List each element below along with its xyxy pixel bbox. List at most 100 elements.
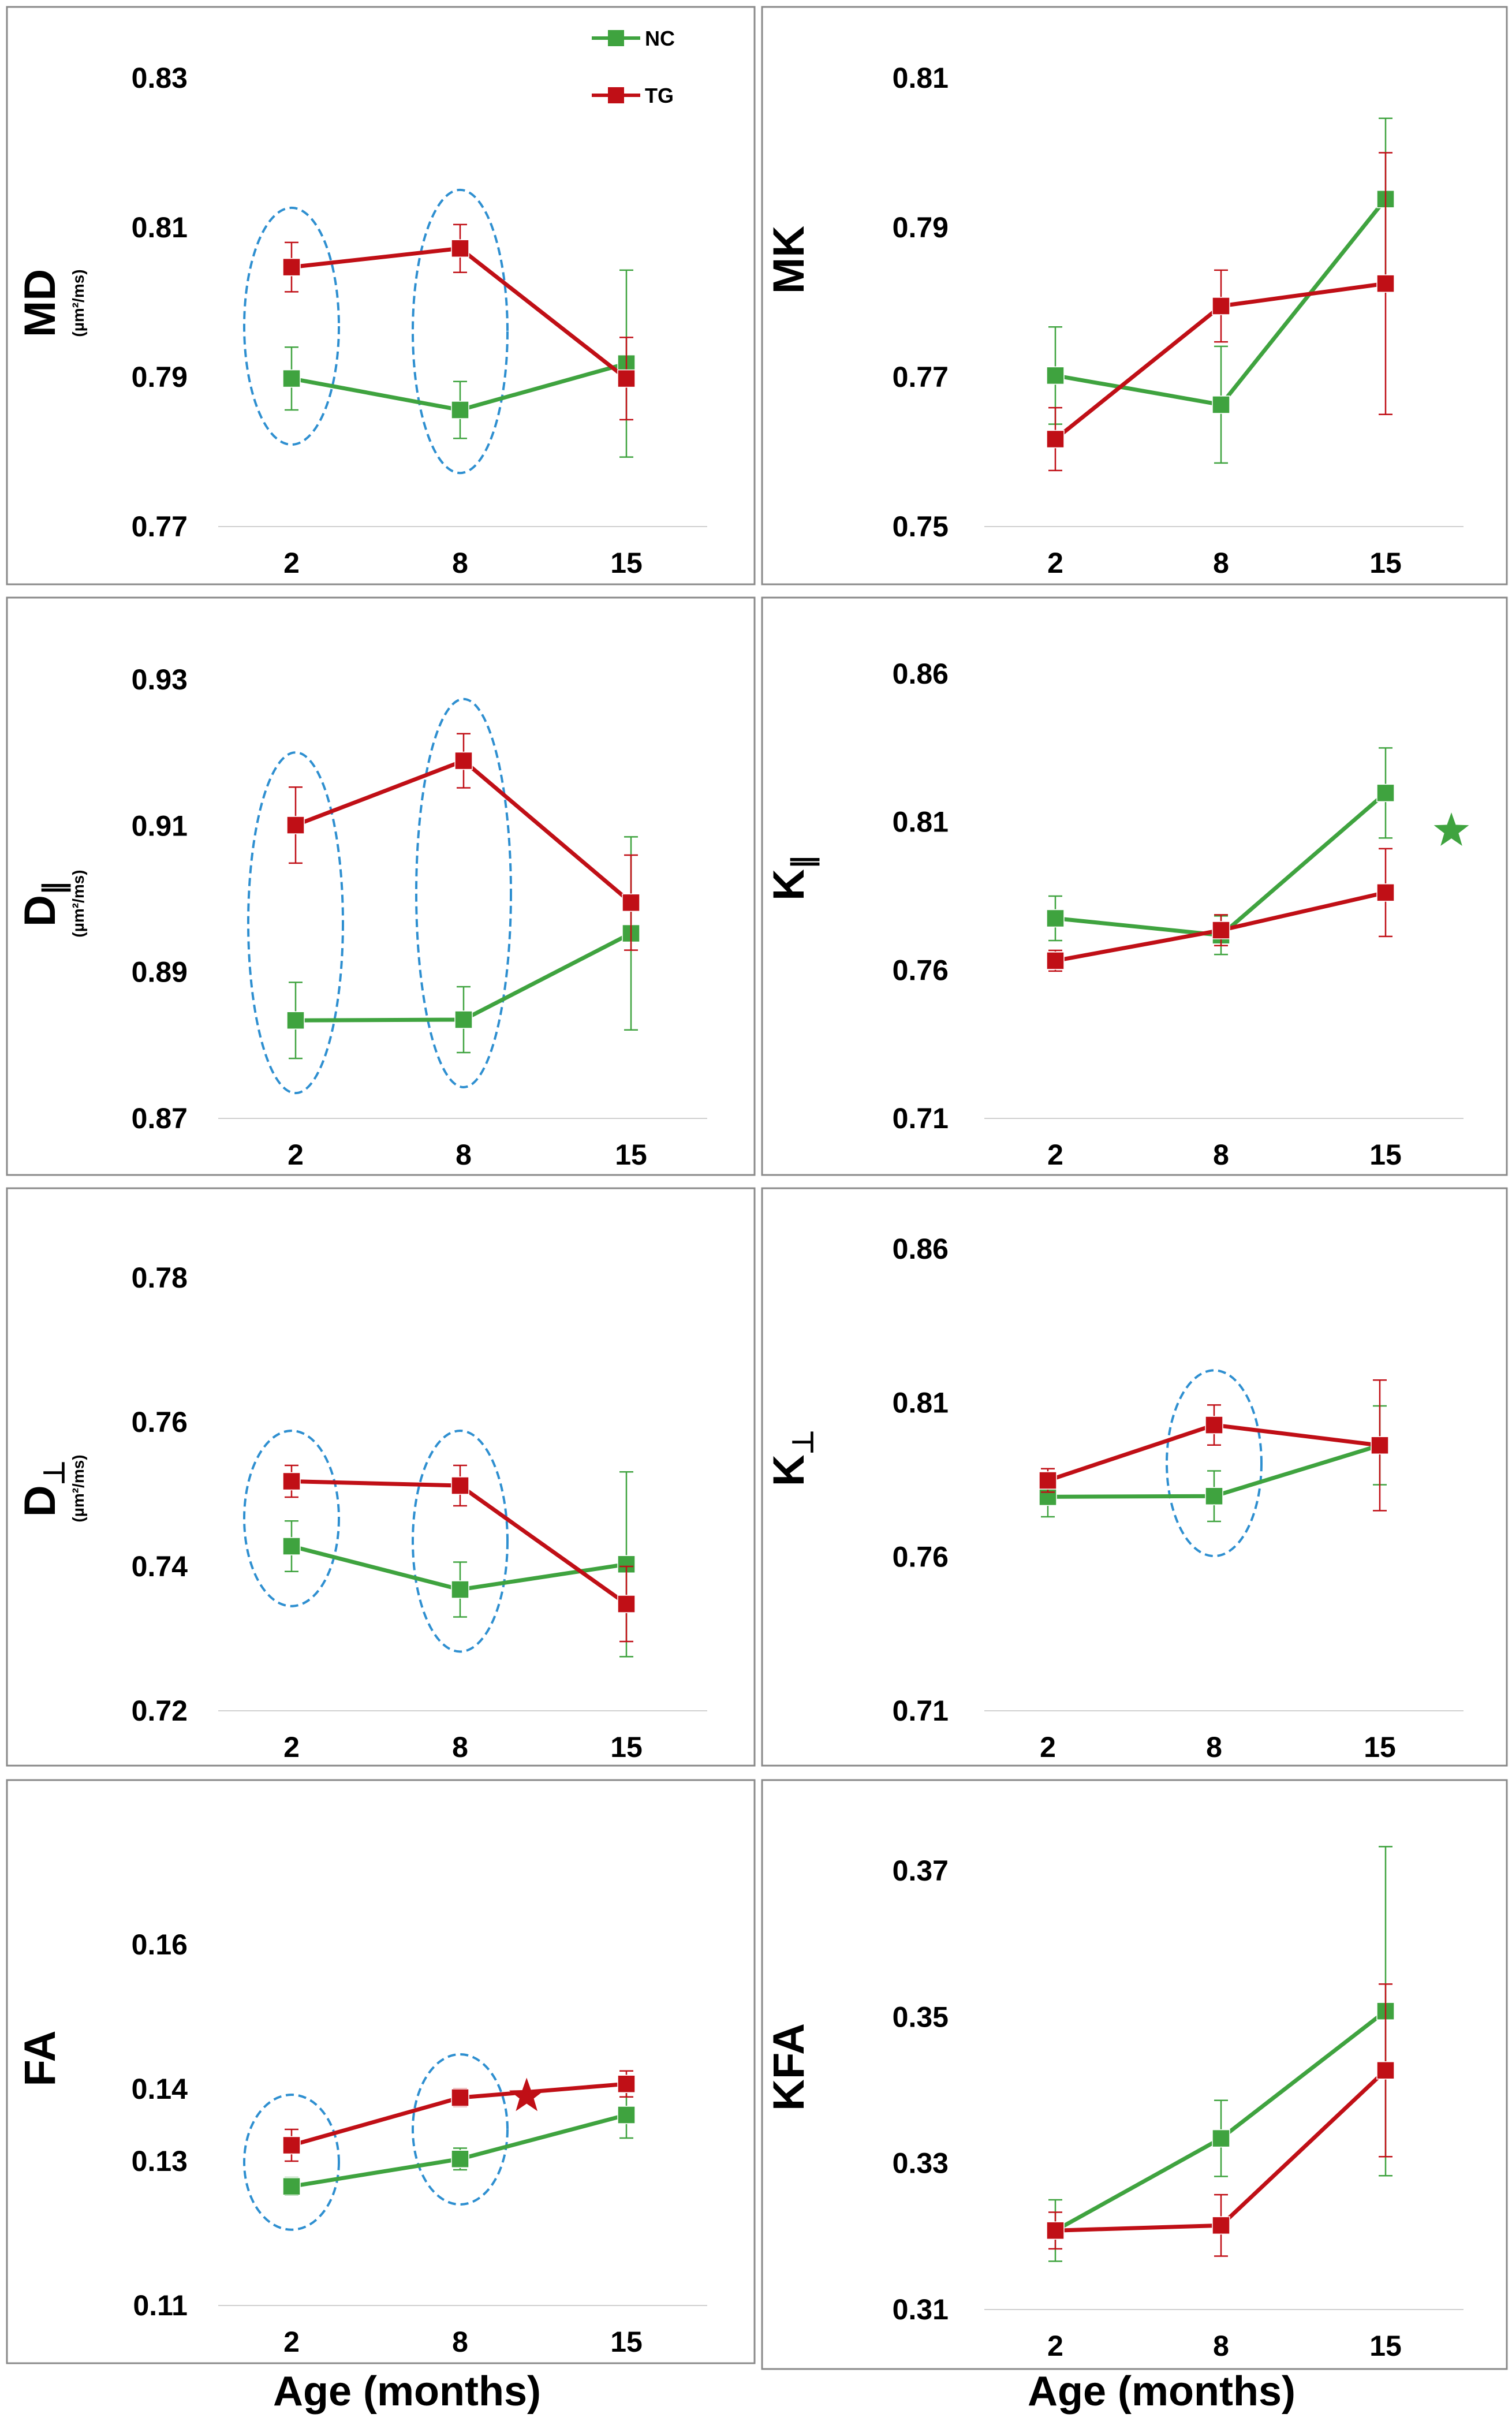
panel-mk: 0.75 0.77 0.79 0.81 2 8 15 MK xyxy=(761,6,1508,585)
x-tick-label: 8 xyxy=(452,547,468,579)
y-tick-label: 0.33 xyxy=(893,2147,949,2180)
data-point xyxy=(451,2088,469,2107)
legend-marker xyxy=(608,87,624,103)
y-axis-label-text: K⊥ xyxy=(764,1430,819,1486)
y-axis-label: D⊥(µm²/ms) xyxy=(16,1454,87,1522)
y-tick-label: 0.75 xyxy=(893,510,949,543)
y-tick-label: 0.13 xyxy=(132,2145,188,2177)
y-tick-label: 0.14 xyxy=(132,2073,188,2105)
data-point xyxy=(454,751,473,770)
series-tg xyxy=(282,2070,636,2162)
x-tick-label: 2 xyxy=(1047,1139,1063,1171)
panel-frame xyxy=(6,6,756,585)
data-point xyxy=(451,1580,469,1599)
series-tg xyxy=(286,733,640,951)
y-tick-label: 0.86 xyxy=(893,658,949,690)
x-tick-label: 15 xyxy=(615,1139,647,1171)
data-point xyxy=(1376,274,1395,293)
x-tick-label: 8 xyxy=(452,1731,468,1763)
panel-md: 0.77 0.79 0.81 0.83 2 8 15 MD (µm²/ms) NC TG xyxy=(6,6,756,585)
significance-star xyxy=(509,2077,544,2111)
x-tick-label: 8 xyxy=(452,2326,468,2358)
highlight-ellipse xyxy=(247,751,344,1095)
data-point xyxy=(1371,1436,1389,1455)
data-point xyxy=(1212,2129,1230,2148)
y-tick-label: 0.81 xyxy=(132,211,188,244)
panel-dperp: 0.72 0.74 0.76 0.78 2 8 15 D⊥(µm²/ms) xyxy=(6,1187,756,1767)
series-tg xyxy=(1039,1379,1389,1512)
data-point xyxy=(282,369,301,388)
x-tick-label: 2 xyxy=(1047,2330,1063,2362)
x-tick-label: 15 xyxy=(610,1731,643,1763)
data-point xyxy=(1212,396,1230,414)
x-tick-label: 8 xyxy=(1213,2330,1229,2362)
data-point xyxy=(1376,2061,1395,2080)
y-tick-label: 0.78 xyxy=(132,1262,188,1294)
panel-kperp: 0.71 0.76 0.81 0.86 2 8 15 K⊥ xyxy=(761,1187,1508,1767)
data-point xyxy=(282,258,301,277)
y-axis-label-text: KFA xyxy=(764,2023,813,2111)
y-axis-label-text: D∥ xyxy=(16,881,71,927)
y-tick-label: 0.71 xyxy=(893,1695,949,1727)
series-tg xyxy=(1046,152,1395,472)
panel-dpar: 0.87 0.89 0.91 0.93 2 8 15 D∥(µm²/ms) xyxy=(6,596,756,1176)
panel-kpar: 0.71 0.76 0.81 0.86 2 8 15 K∥ xyxy=(761,596,1508,1176)
highlight-ellipse xyxy=(243,2094,340,2231)
highlight-ellipse xyxy=(415,697,512,1089)
x-axis-label-left: Age (months) xyxy=(273,2368,541,2415)
highlight-ellipse xyxy=(1166,1369,1263,1557)
data-point xyxy=(1205,1487,1223,1506)
series-tg xyxy=(282,223,636,421)
y-axis-label-text: K∥ xyxy=(764,855,820,901)
x-tick-label: 2 xyxy=(283,1731,300,1763)
x-tick-label: 2 xyxy=(1040,1731,1056,1763)
x-tick-label: 2 xyxy=(1047,547,1063,579)
y-tick-label: 0.86 xyxy=(893,1233,949,1265)
y-tick-label: 0.76 xyxy=(132,1406,188,1438)
y-tick-label: 0.87 xyxy=(132,1102,188,1135)
x-axis-label-right: Age (months) xyxy=(1028,2368,1296,2415)
x-tick-label: 2 xyxy=(283,2326,300,2358)
data-point xyxy=(451,1476,469,1495)
significance-star xyxy=(1433,812,1469,846)
y-tick-label: 0.72 xyxy=(132,1695,188,1727)
highlight-ellipse xyxy=(412,188,509,475)
y-tick-label: 0.91 xyxy=(132,809,188,842)
data-point xyxy=(282,2177,301,2196)
highlight-ellipse xyxy=(412,2053,509,2206)
y-tick-label: 0.81 xyxy=(893,1387,949,1419)
data-point xyxy=(451,239,469,258)
y-tick-label: 0.93 xyxy=(132,663,188,696)
data-point xyxy=(1046,909,1065,928)
y-tick-label: 0.89 xyxy=(132,956,188,988)
x-tick-label: 8 xyxy=(456,1139,472,1171)
panel-frame xyxy=(761,6,1508,585)
data-point xyxy=(1046,952,1065,970)
x-tick-label: 2 xyxy=(283,547,300,579)
data-point xyxy=(286,816,305,834)
data-point xyxy=(617,369,636,388)
y-tick-label: 0.11 xyxy=(133,2289,188,2322)
data-point xyxy=(1212,921,1230,939)
y-axis-label: MD (µm²/ms) xyxy=(16,269,87,337)
y-tick-label: 0.79 xyxy=(893,211,949,244)
data-point xyxy=(1376,883,1395,902)
data-point xyxy=(622,893,640,912)
x-tick-label: 8 xyxy=(1213,547,1229,579)
legend-label: TG xyxy=(645,84,674,107)
data-point xyxy=(282,2136,301,2155)
x-tick-label: 15 xyxy=(1369,547,1402,579)
panel-fa: 0.11 0.13 0.14 0.16 2 8 15 FA xyxy=(6,1779,756,2364)
highlight-ellipse xyxy=(412,1430,509,1653)
panel-frame xyxy=(761,596,1508,1176)
x-tick-label: 15 xyxy=(1369,2330,1402,2362)
panel-frame xyxy=(6,1187,756,1767)
data-point xyxy=(1046,2221,1065,2240)
y-tick-label: 0.83 xyxy=(132,62,188,94)
y-axis-label: K⊥ xyxy=(764,1430,819,1486)
x-tick-label: 15 xyxy=(1369,1139,1402,1171)
y-axis-label-text: MD xyxy=(16,269,65,337)
data-point xyxy=(1205,1416,1223,1434)
series-tg xyxy=(1046,1983,1395,2257)
